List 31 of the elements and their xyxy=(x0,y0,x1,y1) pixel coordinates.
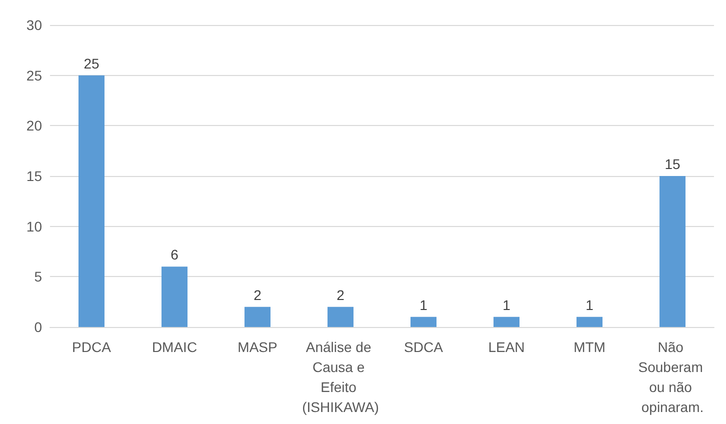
bar xyxy=(660,176,686,327)
y-tick-label: 10 xyxy=(26,218,42,234)
data-label: 2 xyxy=(254,286,262,303)
data-label: 25 xyxy=(84,55,100,72)
x-tick-label: MTM xyxy=(574,339,606,355)
data-label: 15 xyxy=(664,156,680,172)
y-tick-label: 0 xyxy=(34,319,42,335)
bar xyxy=(576,316,602,327)
bar xyxy=(78,75,104,327)
x-tick-label: Não Souberam ou não opinaram. xyxy=(638,339,707,415)
bar xyxy=(410,316,436,327)
data-label: 2 xyxy=(336,286,345,303)
x-tick-label: PDCA xyxy=(72,339,112,355)
y-tick-label: 25 xyxy=(26,67,42,84)
x-tick-label: SDCA xyxy=(404,339,444,355)
y-tick-label: 20 xyxy=(26,118,42,134)
bar xyxy=(494,316,520,327)
data-label: 1 xyxy=(502,296,511,313)
x-tick-label: LEAN xyxy=(488,339,525,355)
bar xyxy=(244,306,270,327)
bar xyxy=(328,306,354,327)
bar xyxy=(162,266,188,327)
data-label: 1 xyxy=(586,296,594,313)
x-tick-label: DMAIC xyxy=(152,339,198,355)
y-tick-label: 15 xyxy=(26,168,42,184)
data-label: 6 xyxy=(170,246,179,263)
y-tick-label: 5 xyxy=(34,268,42,285)
data-label: 1 xyxy=(420,296,428,313)
y-tick-label: 30 xyxy=(26,17,42,33)
x-tick-label: Análise de Causa e Efeito (ISHIKAWA) xyxy=(302,339,379,415)
x-tick-label: MASP xyxy=(238,339,278,355)
